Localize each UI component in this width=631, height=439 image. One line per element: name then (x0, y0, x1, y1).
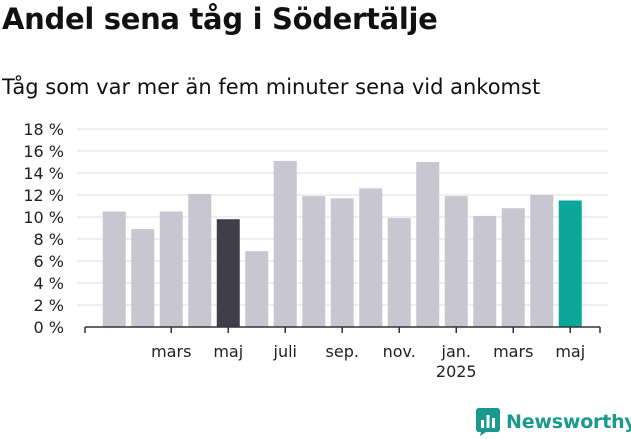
y-tick-label: 12 % (23, 186, 64, 205)
bar (131, 229, 155, 327)
y-tick-label: 2 % (34, 296, 64, 315)
bar (416, 162, 440, 327)
chart-subtitle: Tåg som var mer än fem minuter sena vid … (2, 75, 541, 99)
bar (473, 215, 497, 327)
x-tick-label: sep. (326, 342, 359, 361)
chart-title: Andel sena tåg i Södertälje (2, 2, 438, 36)
y-tick-label: 10 % (23, 208, 64, 227)
y-tick-label: 16 % (23, 142, 64, 161)
bar (444, 196, 468, 327)
bar (330, 198, 354, 327)
bar (501, 208, 525, 327)
newsworthy-logo-text: Newsworthy (506, 411, 631, 433)
bar (245, 251, 269, 327)
x-tick-label: nov. (383, 342, 416, 361)
x-tick-label: maj (555, 342, 585, 361)
bar (530, 195, 554, 327)
x-tick-label: maj (213, 342, 243, 361)
bar (387, 218, 411, 327)
bar (102, 211, 126, 327)
bar (359, 188, 383, 327)
bars (102, 160, 582, 327)
newsworthy-logo: Newsworthy (476, 408, 631, 436)
x-tick-label: jan. (441, 342, 471, 361)
bar (188, 193, 212, 327)
x-tick-label: juli (273, 342, 297, 361)
x-tick-label: mars (151, 342, 191, 361)
bar (159, 211, 183, 327)
y-tick-label: 6 % (34, 252, 64, 271)
bar (558, 200, 582, 327)
bar (273, 160, 297, 327)
x-axis: mars maj juli sep. nov. jan.2025 mars maj (84, 326, 601, 381)
x-tick-sublabel: 2025 (436, 362, 477, 381)
y-tick-label: 0 % (34, 318, 64, 337)
bar (302, 196, 326, 327)
y-tick-label: 8 % (34, 230, 64, 249)
newsworthy-bar-chart-icon (476, 408, 500, 436)
bar (216, 219, 240, 327)
y-axis-tick-labels: 0 % 2 % 4 % 6 % 8 % 10 % 12 % 14 % 16 % 18 % (23, 120, 64, 337)
y-tick-label: 14 % (23, 164, 64, 183)
x-tick-label: mars (493, 342, 533, 361)
y-tick-label: 18 % (23, 120, 64, 139)
y-tick-label: 4 % (34, 274, 64, 293)
